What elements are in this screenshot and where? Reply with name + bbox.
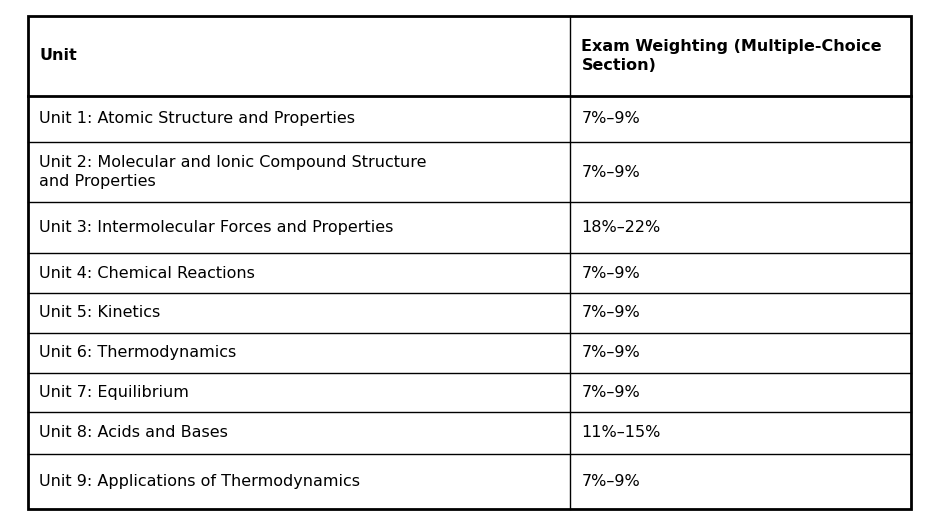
Text: Unit 1: Atomic Structure and Properties: Unit 1: Atomic Structure and Properties: [39, 111, 356, 127]
Text: Unit 2: Molecular and Ionic Compound Structure
and Properties: Unit 2: Molecular and Ionic Compound Str…: [39, 155, 427, 189]
Text: 7%–9%: 7%–9%: [581, 266, 640, 281]
Text: Exam Weighting (Multiple-Choice
Section): Exam Weighting (Multiple-Choice Section): [581, 39, 882, 73]
Text: Unit 8: Acids and Bases: Unit 8: Acids and Bases: [39, 425, 228, 440]
Text: Unit 6: Thermodynamics: Unit 6: Thermodynamics: [39, 345, 237, 360]
Text: 7%–9%: 7%–9%: [581, 306, 640, 320]
Text: Unit: Unit: [39, 48, 77, 63]
Text: 7%–9%: 7%–9%: [581, 474, 640, 489]
Text: Unit 9: Applications of Thermodynamics: Unit 9: Applications of Thermodynamics: [39, 474, 361, 489]
Text: 7%–9%: 7%–9%: [581, 385, 640, 400]
Text: Unit 3: Intermolecular Forces and Properties: Unit 3: Intermolecular Forces and Proper…: [39, 220, 393, 235]
Text: 11%–15%: 11%–15%: [581, 425, 661, 440]
Text: 18%–22%: 18%–22%: [581, 220, 661, 235]
Text: 7%–9%: 7%–9%: [581, 345, 640, 360]
Text: Unit 4: Chemical Reactions: Unit 4: Chemical Reactions: [39, 266, 255, 281]
Text: Unit 7: Equilibrium: Unit 7: Equilibrium: [39, 385, 190, 400]
Text: Unit 5: Kinetics: Unit 5: Kinetics: [39, 306, 161, 320]
Text: 7%–9%: 7%–9%: [581, 165, 640, 180]
Text: 7%–9%: 7%–9%: [581, 111, 640, 127]
